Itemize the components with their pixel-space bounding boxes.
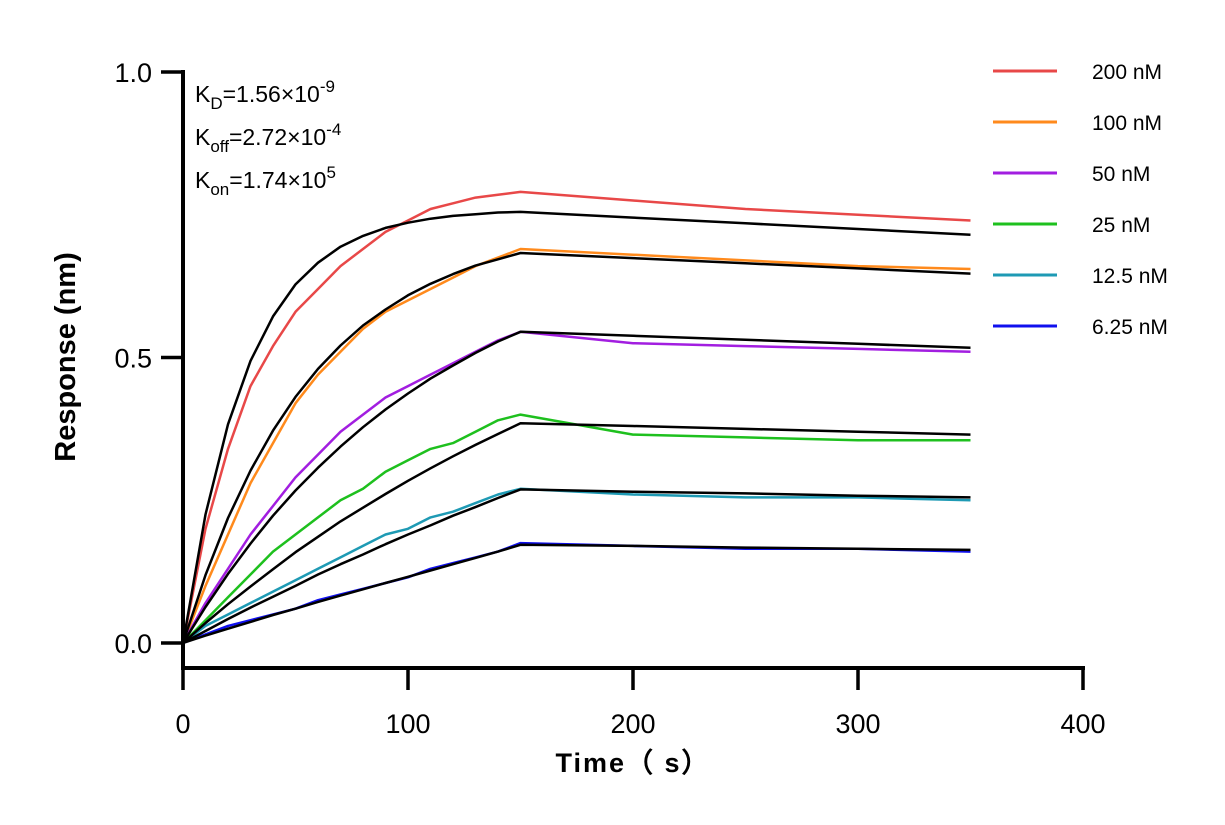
symbol: K — [195, 167, 211, 193]
legend-item: 100 nM — [993, 112, 1162, 135]
plot-area — [181, 190, 971, 645]
x-tick-label: 400 — [1060, 709, 1105, 739]
legend-item: 12.5 nM — [993, 265, 1168, 288]
legend-label: 6.25 nM — [1092, 316, 1168, 339]
superscript: -4 — [326, 120, 341, 139]
y-tick-label: 1.0 — [114, 58, 152, 88]
kinetic-constant-on: Kon=1.74×105 — [195, 163, 336, 199]
fit-curve-100nM — [181, 251, 971, 644]
data-series-25nM — [182, 413, 971, 644]
legend: 200 nM 100 nM 50 nM 25 nM 12.5 nM 6.25 nM — [993, 61, 1168, 339]
legend-label: 200 nM — [1092, 61, 1162, 84]
symbol: K — [195, 81, 211, 107]
data-series-100nM — [181, 247, 971, 644]
subscript: off — [210, 137, 229, 156]
value: =1.74×10 — [229, 167, 326, 193]
data-series-12.5nM — [182, 487, 971, 644]
y-tick-label: 0.0 — [114, 629, 152, 659]
legend-item: 6.25 nM — [993, 316, 1168, 339]
kinetic-constant-D: KD=1.56×10-9 — [195, 77, 335, 113]
superscript: -9 — [320, 77, 335, 96]
symbol: K — [195, 124, 211, 150]
superscript: 5 — [326, 163, 335, 182]
legend-label: 50 nM — [1092, 163, 1150, 186]
x-tick-label: 100 — [385, 709, 430, 739]
subscript: D — [210, 94, 222, 113]
data-series-6.25nM — [182, 541, 971, 645]
legend-label: 12.5 nM — [1092, 265, 1168, 288]
axis-ticks: 0 100 200 300 400 0.0 0.5 1.0 — [114, 58, 1105, 739]
legend-item: 200 nM — [993, 61, 1162, 84]
x-tick-label: 0 — [175, 709, 190, 739]
x-axis-label: Time（ s） — [555, 748, 710, 778]
data-series-200nM — [181, 190, 971, 644]
subscript: on — [210, 180, 229, 199]
data-series-50nM — [181, 330, 971, 644]
x-tick-label: 300 — [835, 709, 880, 739]
fit-curve-6.25nM — [182, 543, 971, 645]
fit-curve-200nM — [181, 210, 971, 644]
value: =1.56×10 — [223, 81, 320, 107]
x-tick-label: 200 — [610, 709, 655, 739]
kinetic-constant-off: Koff=2.72×10-4 — [195, 120, 341, 156]
fit-curve-25nM — [182, 421, 971, 644]
legend-label: 25 nM — [1092, 214, 1150, 237]
y-tick-label: 0.5 — [114, 344, 152, 374]
fit-curve-12.5nM — [182, 488, 971, 645]
value: =2.72×10 — [229, 124, 326, 150]
legend-item: 50 nM — [993, 163, 1150, 186]
y-axis-label: Response (nm) — [50, 252, 82, 461]
fit-curve-50nM — [181, 330, 971, 644]
legend-label: 100 nM — [1092, 112, 1162, 135]
legend-item: 25 nM — [993, 214, 1150, 237]
